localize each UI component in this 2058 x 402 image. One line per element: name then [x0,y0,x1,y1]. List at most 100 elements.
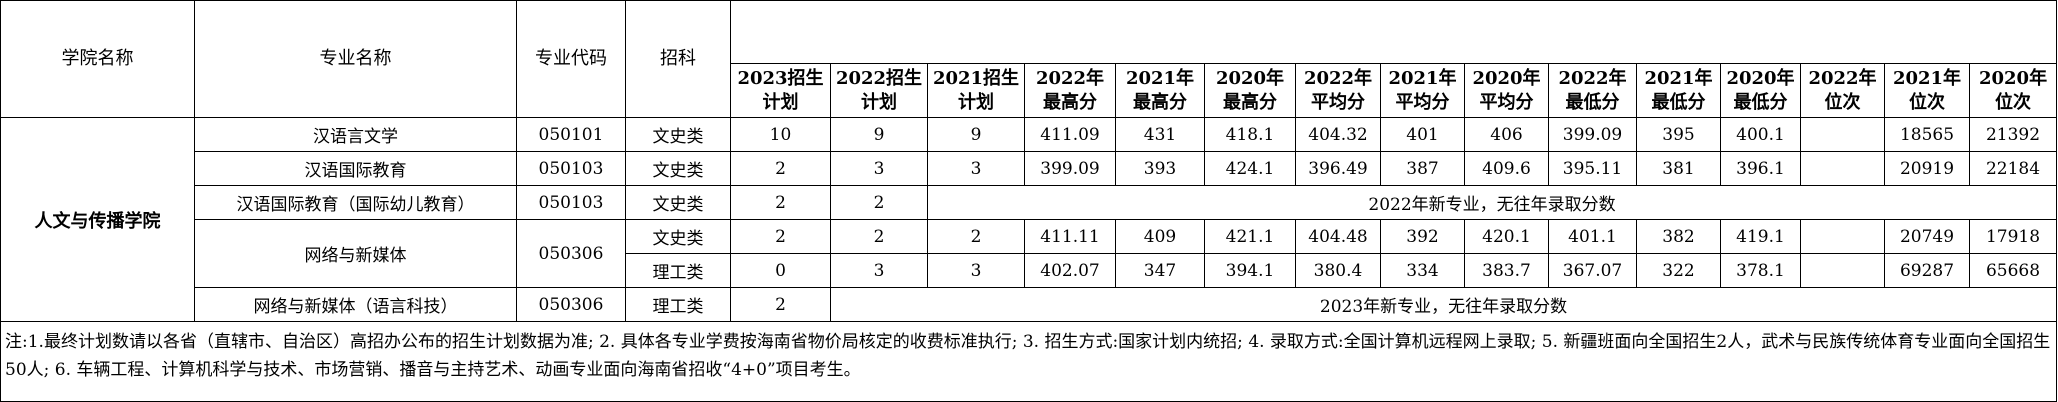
value-cell: 3 [927,253,1025,288]
sub-header-cell: 2021年 最低分 [1636,63,1721,118]
value-cell: 69287 [1884,253,1970,288]
value-cell: 409 [1115,219,1205,254]
value-cell: 400.1 [1720,117,1801,152]
value-cell: 431 [1115,117,1205,152]
value-cell: 419.1 [1720,219,1801,254]
note-cell: 2023年新专业，无往年录取分数 [829,287,2058,322]
code-cell: 050103 [516,151,626,186]
table-row: 注:1.最终计划数请以各省（直辖市、自治区）高招办公布的招生计划数据为准; 2.… [0,321,2058,402]
header-cell: 专业名称 [194,0,517,118]
header-cell: 专业代码 [516,0,626,118]
sub-header-cell: 2022年 最低分 [1548,63,1637,118]
subject-cell: 文史类 [625,117,731,152]
value-cell: 2 [730,151,831,186]
subject-cell: 理工类 [625,287,731,322]
value-cell: 394.1 [1204,253,1296,288]
value-cell: 424.1 [1204,151,1296,186]
value-cell [1800,151,1885,186]
value-cell: 395 [1636,117,1721,152]
code-cell: 050103 [516,185,626,220]
value-cell: 404.48 [1295,219,1381,254]
value-cell: 399.09 [1024,151,1116,186]
value-cell: 396.49 [1295,151,1381,186]
value-cell: 401 [1380,117,1465,152]
value-cell [1800,253,1885,288]
value-cell: 392 [1380,219,1465,254]
value-cell: 2 [927,219,1025,254]
sub-header-cell: 2020年 最低分 [1720,63,1801,118]
value-cell: 401.1 [1548,219,1637,254]
major-cell: 汉语言文学 [194,117,517,152]
sub-header-cell: 2021年 最高分 [1115,63,1205,118]
sub-header-cell: 2022招生 计划 [830,63,928,118]
value-cell: 367.07 [1548,253,1637,288]
value-cell: 20749 [1884,219,1970,254]
value-cell: 378.1 [1720,253,1801,288]
value-cell: 402.07 [1024,253,1116,288]
value-cell: 10 [730,117,831,152]
major-cell: 网络与新媒体 [194,219,517,288]
value-cell: 20919 [1884,151,1970,186]
value-cell: 396.1 [1720,151,1801,186]
value-cell: 404.32 [1295,117,1381,152]
header-cell: 招科 [625,0,731,118]
table-row: 网络与新媒体 050306 文史类 2 2 2 411.11 409 421.1 404.48 39… [1,219,2058,288]
value-cell: 0 [730,253,831,288]
footer-note: 注:1.最终计划数请以各省（直辖市、自治区）高招办公布的招生计划数据为准; 2.… [0,321,2058,402]
sub-header-cell: 2022年 位次 [1800,63,1885,118]
table-row: 汉语国际教育 050103 文史类 2 3 3 399.09 393 424.1 396.49 38… [1,151,2058,186]
value-cell: 3 [830,253,928,288]
value-cell: 420.1 [1464,219,1549,254]
sub-header-cell: 2020年 最高分 [1204,63,1296,118]
table-row: 学院名称 专业名称 专业代码 招科 [0,0,2058,118]
value-cell: 2 [830,185,928,220]
subject-cell: 理工类 [625,253,731,288]
value-cell: 9 [830,117,928,152]
value-cell: 411.09 [1024,117,1116,152]
value-cell: 383.7 [1464,253,1549,288]
value-cell: 3 [830,151,928,186]
header-cell: 学院名称 [0,0,195,118]
sub-header-cell: 2023招生 计划 [730,63,831,118]
value-cell: 2 [830,219,928,254]
value-cell: 65668 [1968,253,2058,288]
sub-header-cell: 2021年 位次 [1884,63,1970,118]
value-cell: 3 [927,151,1025,186]
sub-header-cell: 2022年 平均分 [1295,63,1381,118]
major-cell: 汉语国际教育 [194,151,517,186]
value-cell: 21392 [1968,117,2058,152]
value-cell: 393 [1115,151,1205,186]
value-cell: 2 [730,219,831,254]
value-cell: 411.11 [1024,219,1116,254]
sub-header-cell: 2022年 最高分 [1024,63,1116,118]
sub-header-cell: 2020年 平均分 [1464,63,1549,118]
value-cell: 399.09 [1548,117,1637,152]
subject-cell: 文史类 [625,151,731,186]
value-cell [1800,117,1885,152]
value-cell: 406 [1464,117,1549,152]
value-cell: 380.4 [1295,253,1381,288]
subject-cell: 文史类 [625,185,731,220]
value-cell: 334 [1380,253,1465,288]
value-cell: 418.1 [1204,117,1296,152]
header-blank [729,0,2058,64]
subject-cell: 文史类 [625,219,731,254]
sub-header-cell: 2020年 位次 [1968,63,2058,118]
table-row: 人文与传播学院 汉语言文学 050101 文史类 10 9 9 411.09 431 418.1 4… [0,117,2058,322]
code-cell: 050306 [516,219,626,288]
sub-header-cell: 2021招生 计划 [927,63,1025,118]
value-cell: 347 [1115,253,1205,288]
value-cell: 395.11 [1548,151,1637,186]
value-cell [1800,219,1885,254]
table-row: 网络与新媒体（语言科技） 050306 理工类 2 2023年新专业，无往年录取分数 [1,287,2058,322]
value-cell: 387 [1380,151,1465,186]
value-cell: 409.6 [1464,151,1549,186]
value-cell: 322 [1636,253,1721,288]
table-row: 2023招生 计划 2022招生 计划 2021招生 计划 2022年 最高分 2021… [1,63,2058,118]
major-cell: 汉语国际教育（国际幼儿教育） [194,185,517,220]
value-cell: 22184 [1968,151,2058,186]
value-cell: 382 [1636,219,1721,254]
